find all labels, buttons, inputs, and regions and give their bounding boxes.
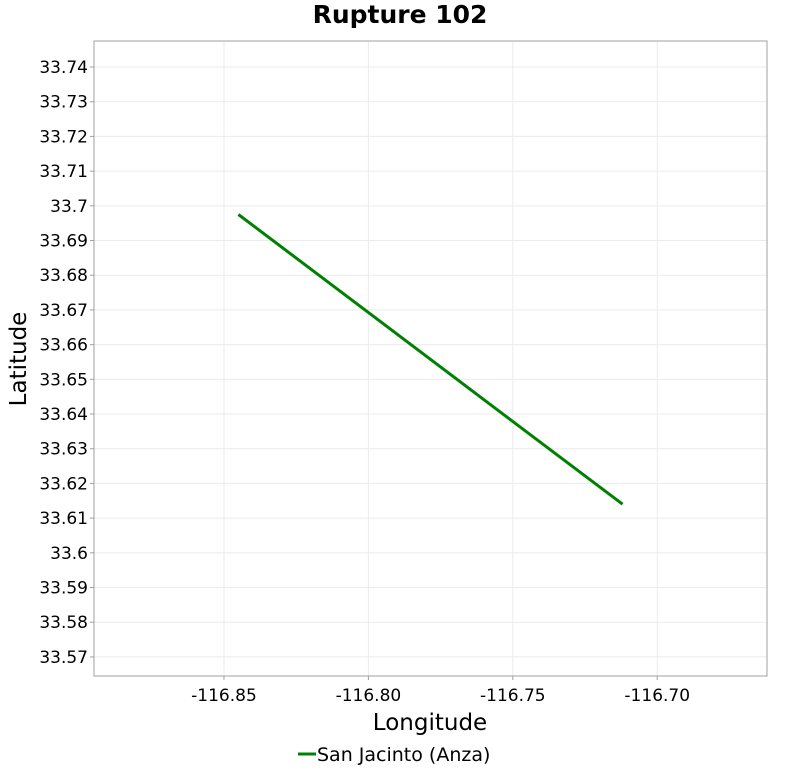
y-tick-label: 33.69 bbox=[39, 232, 88, 252]
y-tick-label: 33.7 bbox=[50, 197, 88, 217]
grid bbox=[94, 41, 767, 676]
x-tick-label: -116.75 bbox=[480, 686, 546, 706]
y-tick-label: 33.57 bbox=[39, 648, 88, 668]
series-layer bbox=[237, 213, 624, 506]
chart-title: Rupture 102 bbox=[313, 0, 488, 29]
y-tick-label: 33.67 bbox=[39, 301, 88, 321]
y-tick-label: 33.73 bbox=[39, 93, 88, 113]
y-tick-label: 33.71 bbox=[39, 162, 88, 182]
y-tick-label: 33.62 bbox=[39, 474, 88, 494]
series-line bbox=[237, 213, 624, 506]
y-tick-label: 33.66 bbox=[39, 336, 88, 356]
y-tick-label: 33.72 bbox=[39, 127, 88, 147]
y-tick-label: 33.63 bbox=[39, 440, 88, 460]
x-tick-label: -116.80 bbox=[336, 686, 402, 706]
x-axis-label: Longitude bbox=[373, 710, 487, 736]
x-tick-label: -116.70 bbox=[624, 686, 690, 706]
y-tick-label: 33.65 bbox=[39, 370, 88, 390]
plot-border bbox=[93, 40, 768, 677]
y-tick-label: 33.61 bbox=[39, 509, 88, 529]
y-axis-ticks: 33.57 33.58 33.59 33.6 33.61 33.62 33.63 33.64 3… bbox=[39, 58, 94, 668]
y-tick-label: 33.74 bbox=[39, 58, 88, 78]
y-tick-label: 33.58 bbox=[39, 613, 88, 633]
y-tick-label: 33.6 bbox=[50, 544, 88, 564]
y-tick-label: 33.59 bbox=[39, 579, 88, 599]
legend-label: San Jacinto (Anza) bbox=[317, 744, 490, 766]
y-tick-label: 33.68 bbox=[39, 266, 88, 286]
y-tick-label: 33.64 bbox=[39, 405, 88, 425]
x-tick-label: -116.85 bbox=[191, 686, 257, 706]
legend: San Jacinto (Anza) bbox=[298, 744, 490, 766]
y-axis-label: Latitude bbox=[6, 312, 32, 407]
x-axis-ticks: -116.85 -116.80 -116.75 -116.70 bbox=[191, 676, 690, 706]
